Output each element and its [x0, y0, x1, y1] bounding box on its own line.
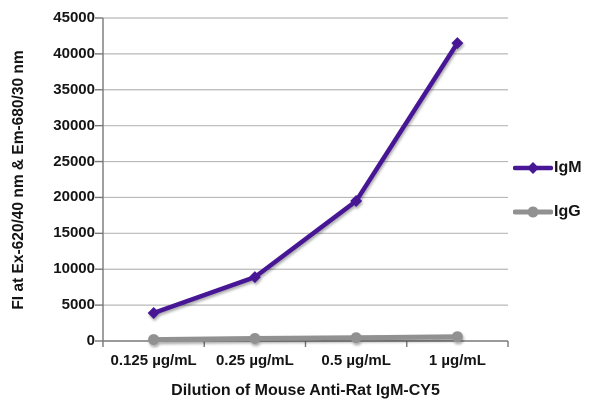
- y-tick-label: 0: [86, 332, 95, 349]
- legend-diamond-icon: [513, 162, 553, 174]
- y-tick-label: 20000: [53, 188, 95, 206]
- y-tick-label: 10000: [53, 260, 95, 278]
- x-axis-title: Dilution of Mouse Anti-Rat IgM-CY5: [171, 382, 440, 399]
- y-axis-title: FI at Ex-620/40 nm & Em-680/30 nm: [10, 50, 27, 310]
- legend-item-IgM: IgM: [513, 159, 582, 176]
- y-tick-label: 5000: [61, 296, 95, 314]
- y-tick-label: 25000: [53, 152, 95, 170]
- y-tick-label: 45000: [53, 9, 95, 26]
- legend-label: IgG: [554, 203, 581, 220]
- x-tick-label: 0.25 µg/mL: [215, 352, 294, 369]
- x-tick-label: 0.125 µg/mL: [110, 352, 197, 369]
- legend-item-IgG: IgG: [513, 203, 581, 220]
- series-IgM: [147, 37, 464, 320]
- series-IgG: [148, 331, 463, 346]
- legend-circle-icon: [513, 206, 553, 218]
- y-tick-label: 35000: [53, 80, 95, 98]
- y-tick-label: 40000: [53, 44, 95, 62]
- y-tick-label: 15000: [53, 224, 95, 242]
- x-tick-label: 0.5 µg/mL: [321, 352, 391, 369]
- legend-label: IgM: [554, 159, 582, 176]
- x-tick-label: 1 µg/mL: [428, 352, 486, 369]
- y-tick-label: 30000: [53, 116, 95, 134]
